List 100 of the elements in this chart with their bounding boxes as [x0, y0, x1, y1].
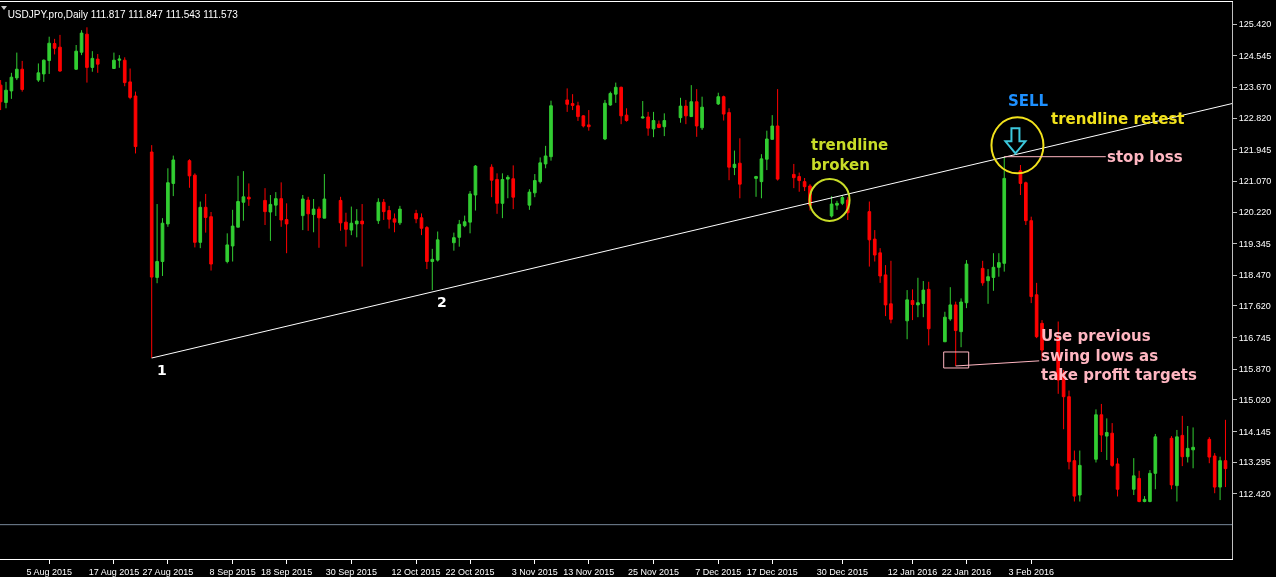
candlestick [14, 52, 19, 81]
candlestick [527, 188, 532, 211]
candlestick [414, 209, 418, 224]
annotation: SELL [1008, 92, 1049, 110]
candlestick [20, 60, 25, 93]
y-tick-label: 122.820 [1238, 113, 1272, 124]
candlestick [586, 109, 591, 132]
y-tick-label: 117.620 [1238, 301, 1271, 312]
candlestick [646, 111, 650, 137]
candlestick [79, 29, 84, 56]
candlestick [867, 201, 872, 268]
candlestick [187, 158, 192, 189]
candlestick [959, 297, 963, 348]
candlestick [300, 194, 305, 231]
y-tick-label: 125.420 [1238, 19, 1272, 30]
x-tick-label: 12 Oct 2015 [391, 566, 441, 577]
candlestick [1115, 457, 1120, 497]
candlestick [90, 50, 95, 73]
candlestick [694, 88, 699, 138]
y-tick-label: 118.470 [1238, 270, 1271, 281]
candlestick [910, 288, 915, 321]
candlestick [1110, 422, 1114, 468]
candlestick [95, 53, 100, 74]
x-tick-label: 22 Jan 2016 [941, 566, 992, 577]
x-tick-label: 25 Nov 2015 [628, 566, 680, 577]
y-tick-label: 121.070 [1238, 176, 1272, 187]
y-tick-label: 115.020 [1238, 395, 1271, 406]
candlestick [1207, 436, 1212, 464]
candlestick [678, 97, 683, 124]
y-tick-label: 116.745 [1238, 332, 1271, 343]
candlestick [732, 150, 737, 176]
x-tick-label: 30 Sep 2015 [325, 566, 377, 577]
candlestick [624, 107, 629, 123]
candlestick [640, 100, 645, 119]
candlestick [1223, 419, 1228, 488]
candlestick [317, 206, 321, 249]
y-tick-label: 123.670 [1238, 82, 1272, 93]
candlestick [85, 26, 89, 84]
candlestick [149, 144, 154, 359]
candlestick [1212, 452, 1217, 494]
x-tick-label: 30 Dec 2015 [816, 566, 868, 577]
candlestick [700, 96, 704, 131]
x-tick-label: 18 Sep 2015 [261, 566, 313, 577]
candlestick [74, 44, 78, 71]
candlestick [198, 201, 203, 249]
candlestick [268, 194, 273, 242]
candlestick [1077, 450, 1082, 503]
candlestick [311, 198, 316, 233]
annotation: 1 [157, 362, 167, 378]
annotation: stop loss [1107, 148, 1183, 166]
candlestick [500, 172, 505, 219]
candlestick [349, 206, 354, 236]
candlestick [613, 82, 618, 104]
candlestick [619, 86, 623, 125]
candlestick [657, 120, 661, 129]
candlestick [1218, 456, 1222, 501]
candlestick [905, 289, 909, 340]
candlestick [565, 87, 570, 113]
candlestick [392, 212, 397, 233]
candlestick [155, 203, 159, 284]
candlestick [1104, 417, 1109, 461]
x-tick-label: 3 Nov 2015 [511, 566, 558, 577]
candlestick [738, 137, 742, 199]
candlestick [0, 79, 3, 111]
candlestick [506, 174, 510, 199]
y-tick-label: 115.870 [1238, 364, 1271, 375]
candlestick [247, 182, 251, 207]
candlestick [36, 62, 41, 83]
text: USDJPY.pro,Daily 111.817 111.847 111.543 111.573 [7, 8, 239, 20]
annotation: trendline broken [811, 136, 889, 174]
candlestick [953, 301, 958, 367]
x-tick-label: 13 Nov 2015 [563, 566, 615, 577]
y-tick-label: 113.295 [1238, 457, 1271, 468]
y-tick-label: 120.220 [1238, 207, 1272, 218]
candlestick [1131, 457, 1136, 496]
x-tick-label: 5 Aug 2015 [26, 566, 72, 577]
x-tick-label: 17 Dec 2015 [746, 566, 798, 577]
candlestick [1175, 429, 1179, 503]
x-tick-label: 12 Jan 2016 [887, 566, 938, 577]
x-tick-label: 17 Aug 2015 [88, 566, 140, 577]
candlestick [716, 92, 721, 106]
candlestick [360, 203, 364, 268]
candlestick [419, 212, 424, 236]
candlestick [354, 208, 359, 238]
y-tick-label: 121.945 [1238, 144, 1272, 155]
candlestick [511, 164, 516, 210]
candlestick [322, 173, 327, 219]
x-tick-label: 22 Oct 2015 [445, 566, 495, 577]
annotation: 2 [437, 294, 447, 310]
y-tick-label: 124.545 [1238, 50, 1272, 61]
candlestick [193, 172, 197, 248]
candlestick [1018, 164, 1023, 196]
candlestick [662, 112, 667, 137]
candlestick [1137, 470, 1141, 503]
candlestick [684, 99, 688, 125]
candlestick [1099, 403, 1104, 453]
candlestick [398, 205, 402, 226]
x-tick-label: 3 Feb 2016 [1008, 566, 1054, 577]
y-tick-label: 114.145 [1238, 426, 1271, 437]
candlestick [435, 231, 440, 263]
